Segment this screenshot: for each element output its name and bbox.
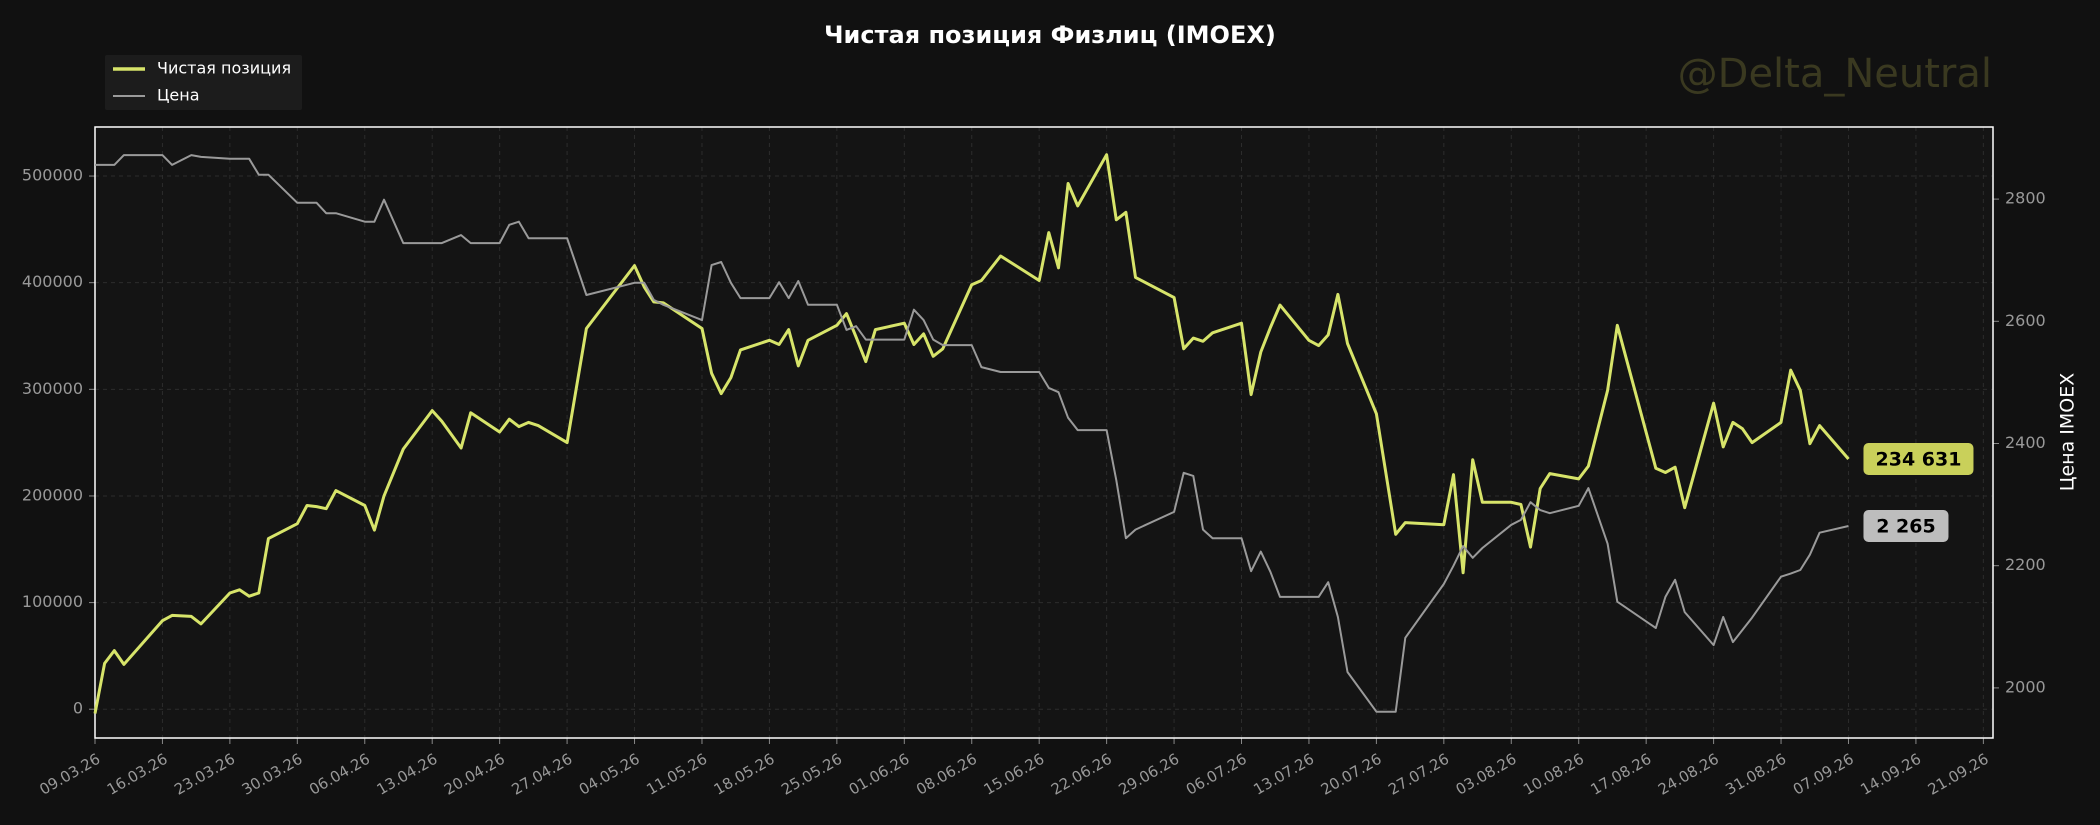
legend-box [105,55,302,110]
y2-tick-label: 2400 [2005,433,2046,452]
y-tick-label: 100000 [22,592,83,611]
y-tick-label: 0 [73,699,83,718]
series-line [93,153,1850,714]
y2-tick-label: 2600 [2005,311,2046,330]
end-badge-box [1863,443,1974,476]
y2-axis-label: Цена IMOEX [2057,373,2079,492]
plot-frame [94,126,1994,739]
chart-title: Чистая позиция Физлиц (IMOEX) [824,21,1276,49]
watermark: @Delta_Neutral [1678,51,1992,97]
end-label: 234 631 [1876,449,1962,471]
legend-label: Чистая позиция [157,59,291,78]
end-badge: 2 265 [1863,509,1949,542]
end-label: 2 265 [1876,515,1936,537]
y2-tick-label: 2000 [2005,677,2046,696]
series-line [95,154,1849,713]
y-tick-label: 300000 [22,379,83,398]
y2-tick-label: 2200 [2005,555,2046,574]
y-tick-label: 500000 [22,166,83,185]
y2-tick-label: 2800 [2005,189,2046,208]
y-tick-label: 400000 [22,272,83,291]
end-badge: 234 631 [1863,443,1974,476]
legend-label: Цена [157,86,200,105]
y-tick-label: 200000 [22,485,83,504]
plot-area [95,127,1993,738]
end-badge-box [1863,509,1949,542]
